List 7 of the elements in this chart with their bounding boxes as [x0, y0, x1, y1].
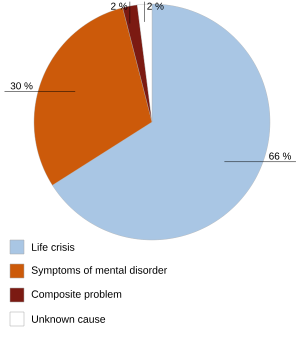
- data-label: 66 %: [269, 152, 292, 160]
- legend-label: Life crisis: [32, 243, 74, 251]
- legend-label: Unknown cause: [32, 315, 106, 323]
- data-label: 30 %: [10, 82, 33, 90]
- legend-label: Symptoms of mental disorder: [32, 266, 168, 276]
- data-label: 2 %: [147, 2, 164, 10]
- legend-label: Composite problem: [32, 290, 122, 300]
